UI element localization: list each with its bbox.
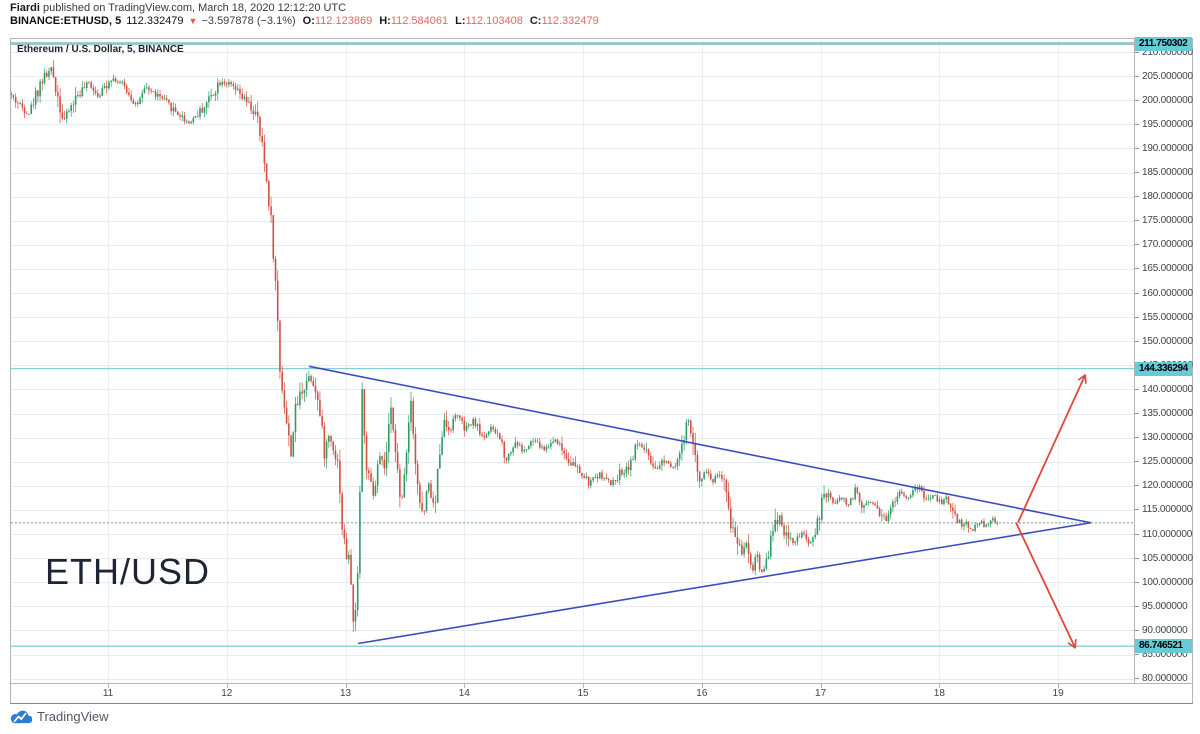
price-tick-label: 90.000000: [1135, 624, 1188, 636]
watermark-text-drawing[interactable]: ETH/USD: [45, 551, 211, 592]
price-tick-label: 190.000000: [1135, 142, 1193, 154]
price-level-lines[interactable]: [11, 42, 1134, 647]
price-tick-label: 185.000000: [1135, 167, 1193, 179]
price-tick-label: 210.000000: [1135, 46, 1193, 58]
time-tick-mark: [939, 684, 940, 688]
time-axis[interactable]: 11 12 13 14 15 16 17 18 19: [11, 683, 1192, 703]
price-tick-label: 85.000000: [1135, 649, 1188, 661]
candle-wicks-up: [19, 66, 998, 631]
symbol-interval: BINANCE:ETHUSD, 5: [10, 15, 122, 27]
price-level-tag-high: 211.750302: [1135, 36, 1192, 51]
time-tick-label: 19: [1052, 688, 1064, 699]
price-chart-svg: [11, 41, 1134, 683]
price-tick-label: 115.000000: [1135, 504, 1192, 516]
price-tick-label: 135.000000: [1135, 408, 1193, 420]
time-tick-mark: [108, 684, 109, 688]
byline-text: published on TradingView.com, March 18, …: [39, 2, 347, 14]
time-tick-mark: [464, 684, 465, 688]
time-tick-label: 13: [339, 688, 352, 699]
time-tick-mark: [583, 684, 584, 688]
price-tick-label: 95.000000: [1135, 600, 1188, 612]
ohlc-close: C:112.332479: [529, 15, 599, 27]
chart-legend-title: Ethereum / U.S. Dollar, 5, BINANCE: [17, 44, 184, 55]
ohlc-low: L:112.103408: [455, 15, 523, 27]
price-tick-label: 200.000000: [1135, 94, 1193, 106]
price-tick-label: 165.000000: [1135, 263, 1193, 275]
time-tick-label: 16: [696, 688, 708, 699]
last-price: 112.332479: [126, 15, 184, 27]
time-tick-mark: [821, 684, 822, 688]
ohlc-open: O:112.123869: [302, 15, 373, 27]
price-axis[interactable]: 211.750302 144.336294 86.746521 80.00000…: [1134, 36, 1193, 685]
author-name: Fiardi: [10, 2, 40, 14]
time-tick-mark: [346, 684, 347, 688]
grid: [11, 41, 1134, 683]
price-tick-label: 175.000000: [1135, 215, 1193, 227]
quote-line: BINANCE:ETHUSD, 5 112.332479 ▼ −3.597878 (−…: [10, 15, 599, 27]
price-tick-label: 100.000000: [1135, 576, 1193, 588]
price-tick-label: 205.000000: [1135, 70, 1193, 82]
price-tick-label: 180.000000: [1135, 191, 1193, 203]
price-tick-label: 195.000000: [1135, 118, 1193, 130]
price-tick-label: 160.000000: [1135, 287, 1193, 299]
breakout-arrow-down[interactable]: [1015, 522, 1077, 649]
chart-widget: Ethereum / U.S. Dollar, 5, BINANCE ETH/U…: [10, 36, 1193, 704]
candles-up: [19, 67, 999, 622]
price-tick-label: 80.000000: [1135, 673, 1188, 685]
candles-down: [11, 67, 996, 622]
price-change: −3.597878 (−3.1%): [201, 15, 296, 27]
time-tick-label: 12: [221, 688, 233, 699]
time-tick-label: 18: [933, 688, 945, 699]
price-tick-label: 120.000000: [1135, 480, 1193, 492]
time-tick-mark: [227, 684, 228, 688]
time-tick-mark: [1058, 684, 1059, 688]
time-tick-mark: [702, 684, 703, 688]
triangle-lower-trendline[interactable]: [357, 521, 1092, 645]
price-tick-label: 155.000000: [1135, 311, 1193, 323]
triangle-upper-trendline[interactable]: [308, 365, 1092, 524]
price-tick-label: 105.000000: [1135, 552, 1193, 564]
snapshot-byline: Fiardi published on TradingView.com, Mar…: [10, 2, 346, 14]
time-tick-label: 14: [458, 688, 470, 699]
price-tick-label: 140.000000: [1135, 383, 1193, 395]
chart-plot-area[interactable]: Ethereum / U.S. Dollar, 5, BINANCE ETH/U…: [11, 39, 1134, 683]
breakout-arrow-up[interactable]: [1017, 374, 1087, 523]
candle-wicks-down: [11, 60, 996, 633]
price-down-triangle-icon: ▼: [188, 16, 198, 26]
price-level-tag-mid: 144.336294: [1135, 361, 1192, 376]
price-tick-label: 150.000000: [1135, 335, 1193, 347]
price-tick-label: 130.000000: [1135, 432, 1193, 444]
tradingview-logo-text: TradingView: [37, 709, 109, 724]
ohlc-high: H:112.584061: [379, 15, 449, 27]
tradingview-cloud-icon: [10, 710, 32, 724]
price-tick-label: 110.000000: [1135, 528, 1192, 540]
time-tick-label: 11: [102, 688, 114, 699]
price-tick-label: 170.000000: [1135, 239, 1193, 251]
time-tick-label: 15: [577, 688, 589, 699]
time-tick-label: 17: [815, 688, 827, 699]
price-tick-label: 125.000000: [1135, 456, 1193, 468]
tradingview-logo[interactable]: TradingView: [10, 709, 109, 724]
price-level-tag-low: 86.746521: [1135, 639, 1192, 654]
